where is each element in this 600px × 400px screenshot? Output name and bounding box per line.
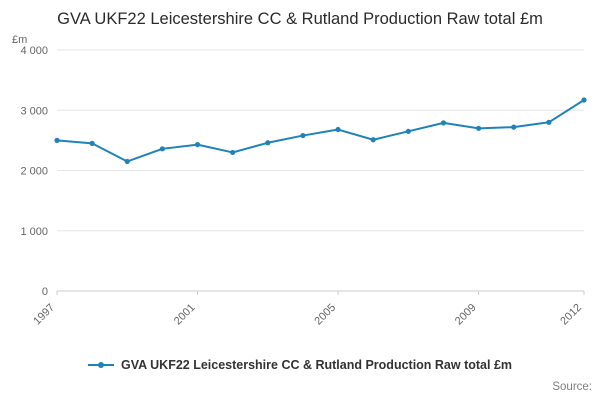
source-label: Source: <box>552 381 592 393</box>
svg-text:0: 0 <box>42 286 48 298</box>
legend-label: GVA UKF22 Leicestershire CC & Rutland Pr… <box>120 358 513 372</box>
chart-title: GVA UKF22 Leicestershire CC & Rutland Pr… <box>57 10 543 28</box>
chart-legend[interactable]: GVA UKF22 Leicestershire CC & Rutland Pr… <box>0 358 600 372</box>
svg-text:2012: 2012 <box>558 301 584 327</box>
svg-text:3 000: 3 000 <box>20 105 48 117</box>
line-chart-svg: £m 0 1 000 2 000 3 000 4 000 1997 2001 2005 2009… <box>12 34 587 327</box>
svg-text:4 000: 4 000 <box>20 45 48 57</box>
svg-text:1 000: 1 000 <box>20 226 48 238</box>
y-axis-unit-label: £m <box>12 34 27 46</box>
svg-text:2001: 2001 <box>172 301 198 327</box>
legend-line-marker-icon <box>87 362 114 368</box>
svg-text:2009: 2009 <box>453 301 479 327</box>
chart-plot-area: 0 1 000 2 000 3 000 4 000 1997 2001 2005 2009 201… <box>20 45 587 327</box>
svg-text:1997: 1997 <box>31 301 57 327</box>
svg-text:2005: 2005 <box>312 301 338 327</box>
svg-text:2 000: 2 000 <box>20 165 48 177</box>
